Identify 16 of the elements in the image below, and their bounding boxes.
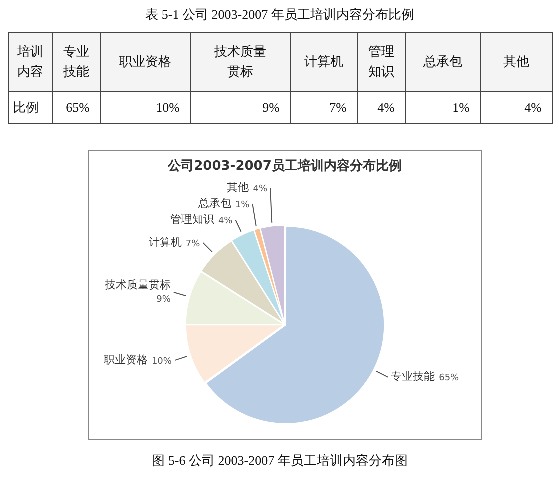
slice-label: 职业资格	[104, 353, 148, 366]
chart-title: 公司2003-2007员工培训内容分布比例	[167, 158, 402, 174]
data-label: 65%	[439, 374, 460, 384]
data-label: 4%	[253, 184, 268, 194]
slice-label: 管理知识	[170, 212, 214, 226]
data-label: 1%	[235, 200, 250, 210]
data-label: 9%	[156, 294, 172, 305]
data-label: 10%	[152, 356, 172, 367]
slice-label: 专业技能	[391, 370, 436, 384]
data-label: 7%	[186, 239, 201, 250]
slice-label: 计算机	[148, 236, 182, 249]
caption: 图 5-6 公司 2003-2007 年员工培训内容分布图	[151, 452, 409, 470]
slice-label: 总承包	[197, 196, 232, 210]
slice-label: 技术质量贯标	[104, 278, 171, 292]
slice-label: 其他	[227, 180, 250, 194]
data-label: 4%	[218, 216, 234, 226]
